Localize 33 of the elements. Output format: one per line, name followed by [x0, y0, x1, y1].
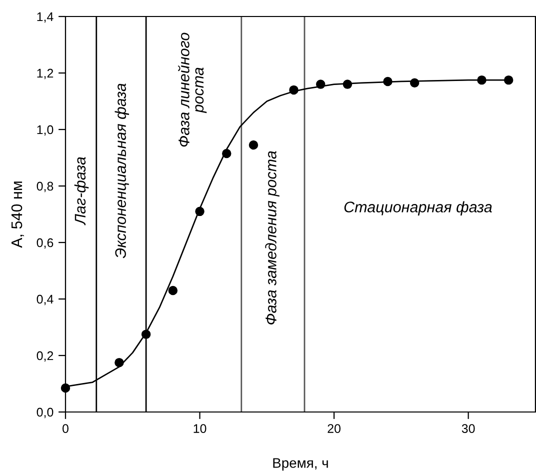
y-tick-label: 0,8	[36, 182, 54, 192]
y-axis-title: А, 540 нм	[11, 182, 24, 248]
point	[504, 75, 514, 85]
point	[248, 140, 258, 150]
x-tick-label: 30	[462, 424, 475, 433]
point	[114, 358, 124, 368]
point	[383, 76, 392, 86]
y-tick-label: 0,2	[36, 351, 54, 362]
point	[289, 85, 298, 95]
y-tick-label: 1,4	[37, 12, 54, 23]
y-tick-label: 1,0	[37, 125, 54, 136]
point	[316, 80, 326, 89]
point	[222, 148, 232, 158]
annotation: Фаза замедления роста	[265, 151, 280, 324]
x-tick-label: 20	[328, 424, 341, 433]
y-tick-label: 0,0	[36, 408, 54, 418]
annotation: Лаг-фаза	[74, 157, 89, 226]
x-tick-label: 0	[62, 424, 68, 433]
annotation: Фаза линейного роста	[178, 32, 207, 147]
annotation: Стационарная фаза	[344, 201, 492, 216]
point	[60, 383, 70, 393]
point	[195, 206, 204, 216]
x-tick-label: 10	[194, 424, 206, 433]
annotation: Экспоненциальная фаза	[114, 84, 130, 258]
x-axis-title: Время, ч	[273, 458, 328, 471]
y-tick-label: 0,4	[36, 294, 54, 306]
point	[168, 286, 178, 296]
point	[410, 78, 420, 88]
point	[477, 75, 486, 85]
y-tick-label: 0,6	[36, 238, 54, 249]
point	[141, 330, 151, 339]
y-tick-label: 1,2	[37, 68, 54, 80]
point	[342, 80, 352, 89]
